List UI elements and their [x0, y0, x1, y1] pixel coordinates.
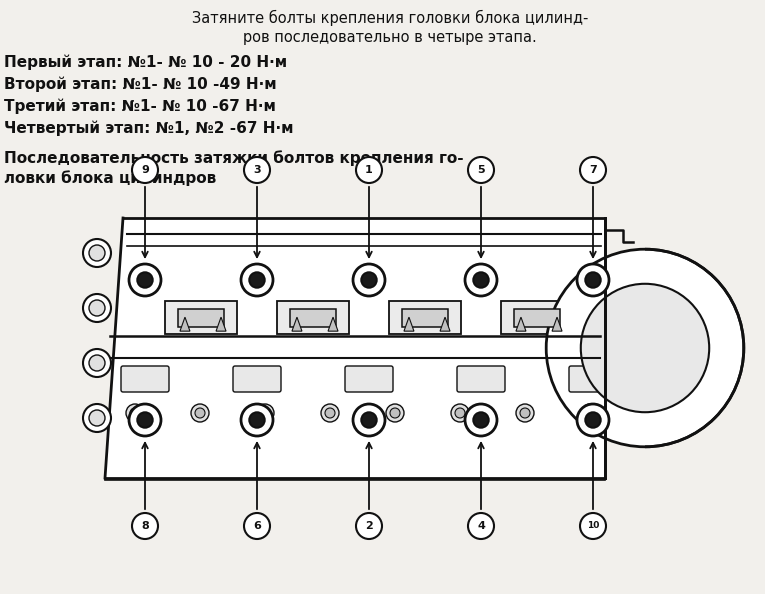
FancyBboxPatch shape	[457, 366, 505, 392]
Polygon shape	[216, 317, 226, 331]
Circle shape	[356, 513, 382, 539]
Circle shape	[520, 408, 530, 418]
Circle shape	[241, 404, 273, 436]
Circle shape	[321, 404, 339, 422]
Circle shape	[361, 272, 376, 287]
Text: 10: 10	[587, 522, 599, 530]
Polygon shape	[292, 317, 302, 331]
Circle shape	[241, 264, 273, 296]
Circle shape	[260, 408, 270, 418]
FancyBboxPatch shape	[290, 309, 336, 327]
FancyBboxPatch shape	[514, 309, 560, 327]
Text: ров последовательно в четыре этапа.: ров последовательно в четыре этапа.	[230, 30, 537, 45]
Circle shape	[89, 300, 105, 316]
Circle shape	[191, 404, 209, 422]
Circle shape	[132, 513, 158, 539]
Text: 3: 3	[253, 165, 261, 175]
Text: ловки блока цилиндров: ловки блока цилиндров	[4, 170, 216, 186]
Circle shape	[580, 157, 606, 183]
Circle shape	[132, 157, 158, 183]
FancyBboxPatch shape	[178, 309, 224, 327]
Text: 9: 9	[141, 165, 149, 175]
Circle shape	[83, 239, 111, 267]
Circle shape	[244, 513, 270, 539]
FancyBboxPatch shape	[501, 301, 573, 334]
Circle shape	[353, 404, 385, 436]
Circle shape	[195, 408, 205, 418]
Polygon shape	[328, 317, 338, 331]
Circle shape	[89, 410, 105, 426]
Text: Затяните болты крепления головки блока цилинд-: Затяните болты крепления головки блока ц…	[177, 10, 588, 26]
Circle shape	[386, 404, 404, 422]
Polygon shape	[440, 317, 450, 331]
Circle shape	[465, 264, 497, 296]
Circle shape	[361, 412, 376, 428]
Circle shape	[577, 264, 609, 296]
Text: Третий этап: №1- № 10 -67 Н·м: Третий этап: №1- № 10 -67 Н·м	[4, 99, 276, 115]
Circle shape	[138, 272, 153, 287]
Circle shape	[83, 404, 111, 432]
Polygon shape	[552, 317, 562, 331]
Text: Последовательность затяжки болтов крепления го-: Последовательность затяжки болтов крепле…	[4, 150, 464, 166]
Text: 8: 8	[141, 521, 149, 531]
Circle shape	[585, 272, 601, 287]
Circle shape	[249, 272, 265, 287]
Circle shape	[581, 404, 599, 422]
Circle shape	[130, 408, 140, 418]
Polygon shape	[404, 317, 414, 331]
Circle shape	[83, 294, 111, 322]
Text: Четвертый этап: №1, №2 -67 Н·м: Четвертый этап: №1, №2 -67 Н·м	[4, 121, 294, 137]
FancyBboxPatch shape	[345, 366, 393, 392]
Circle shape	[465, 404, 497, 436]
Circle shape	[356, 157, 382, 183]
Text: 6: 6	[253, 521, 261, 531]
Polygon shape	[105, 218, 605, 478]
Polygon shape	[180, 317, 190, 331]
FancyBboxPatch shape	[389, 301, 461, 334]
Circle shape	[468, 157, 494, 183]
Circle shape	[390, 408, 400, 418]
Circle shape	[516, 404, 534, 422]
Text: 1: 1	[365, 165, 373, 175]
FancyBboxPatch shape	[121, 366, 169, 392]
Circle shape	[138, 412, 153, 428]
Circle shape	[581, 284, 709, 412]
FancyBboxPatch shape	[277, 301, 349, 334]
Circle shape	[580, 513, 606, 539]
Circle shape	[474, 412, 489, 428]
Circle shape	[455, 408, 465, 418]
FancyBboxPatch shape	[402, 309, 448, 327]
Circle shape	[126, 404, 144, 422]
Circle shape	[256, 404, 274, 422]
Circle shape	[468, 513, 494, 539]
Circle shape	[129, 264, 161, 296]
Circle shape	[89, 355, 105, 371]
Circle shape	[89, 245, 105, 261]
Polygon shape	[516, 317, 526, 331]
Text: 5: 5	[477, 165, 485, 175]
Circle shape	[546, 249, 744, 447]
Circle shape	[244, 157, 270, 183]
Circle shape	[585, 412, 601, 428]
Circle shape	[325, 408, 335, 418]
Circle shape	[249, 412, 265, 428]
FancyBboxPatch shape	[165, 301, 237, 334]
Circle shape	[451, 404, 469, 422]
Text: 4: 4	[477, 521, 485, 531]
Text: 7: 7	[589, 165, 597, 175]
Circle shape	[585, 408, 595, 418]
Text: 2: 2	[365, 521, 373, 531]
Circle shape	[577, 404, 609, 436]
Text: Второй этап: №1- № 10 -49 Н·м: Второй этап: №1- № 10 -49 Н·м	[4, 77, 277, 93]
Circle shape	[474, 272, 489, 287]
FancyBboxPatch shape	[233, 366, 281, 392]
Circle shape	[83, 349, 111, 377]
FancyBboxPatch shape	[569, 366, 617, 392]
Text: Первый этап: №1- № 10 - 20 Н·м: Первый этап: №1- № 10 - 20 Н·м	[4, 55, 287, 71]
Circle shape	[353, 264, 385, 296]
Circle shape	[129, 404, 161, 436]
